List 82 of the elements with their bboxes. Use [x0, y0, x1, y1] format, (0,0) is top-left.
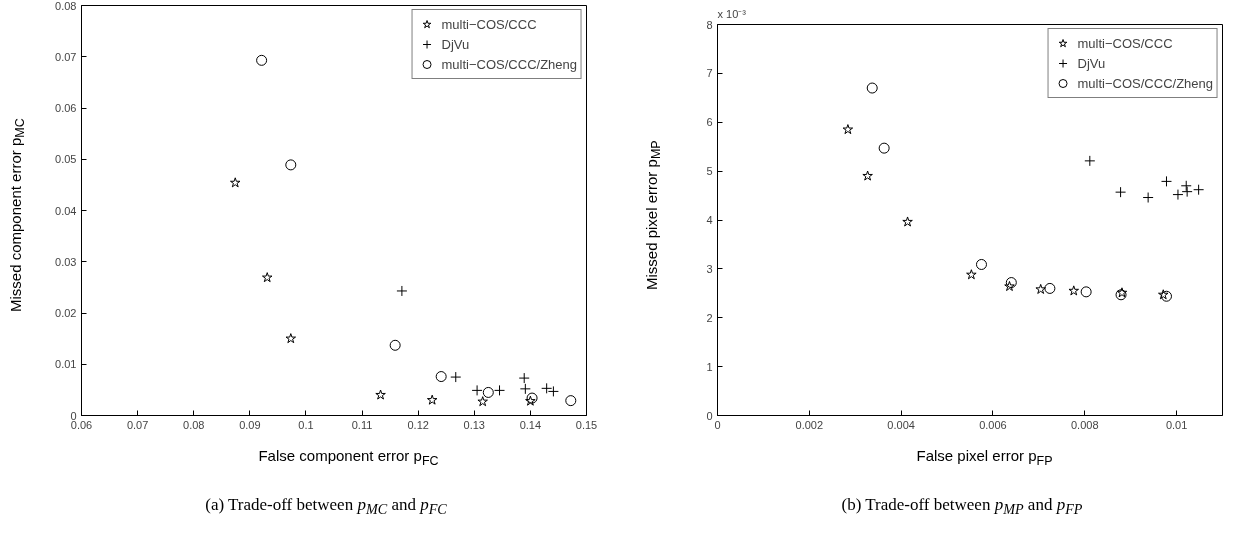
- point: [285, 333, 297, 344]
- x-tick-label: 0.01: [1165, 418, 1188, 431]
- point: [1080, 286, 1092, 298]
- x-tick-label: 0.11: [351, 418, 373, 431]
- point: [1193, 184, 1205, 196]
- y-tick-label: 0: [706, 409, 713, 422]
- y-tick-label: 7: [706, 67, 713, 80]
- y-tick-label: 3: [706, 262, 713, 275]
- y-tick-label: 0.08: [55, 0, 77, 12]
- point: [396, 285, 408, 297]
- x-axis-title: False pixel error p$_{FP}$: [916, 446, 1053, 470]
- y-tick-label: 0.01: [55, 358, 77, 371]
- point: [375, 389, 386, 400]
- x-tick-label: 0.008: [1071, 418, 1099, 431]
- point: [565, 395, 577, 407]
- y-tick-label: 0.02: [55, 307, 77, 319]
- legend-label: multi−COS/CCC: [441, 15, 537, 34]
- x-tick-label: 0.12: [407, 418, 429, 431]
- x-tick-label: 0.08: [183, 418, 205, 431]
- x-tick-label: 0.004: [887, 418, 915, 431]
- y-tick-label: 0.03: [55, 255, 77, 268]
- point: [1180, 180, 1192, 192]
- point: [285, 159, 297, 171]
- x-tick-label: 0: [714, 418, 721, 431]
- point: [878, 142, 890, 154]
- point: [1115, 186, 1127, 198]
- text: (a) Trade-off between p$_{MC}$ and p$_{FC}$: [205, 494, 447, 520]
- legend-label: multi−COS/CCC/Zheng: [441, 55, 577, 74]
- point: [261, 272, 273, 283]
- y-tick-label: 1: [706, 360, 713, 373]
- point: [1181, 186, 1193, 198]
- y-tick-label: 6: [706, 116, 713, 129]
- point: [541, 382, 553, 394]
- point: [494, 384, 506, 396]
- x-tick-label: 0.1: [298, 418, 314, 431]
- legend-label: multi−COS/CCC/Zheng: [1077, 74, 1213, 93]
- text: x 10⁻³: [717, 7, 747, 20]
- point: [519, 383, 531, 395]
- point: [1068, 285, 1080, 296]
- y-tick-label: 5: [706, 165, 713, 178]
- legend-label: multi−COS/CCC: [1077, 34, 1173, 53]
- point: [471, 384, 483, 396]
- x-axis-title: False component error p$_{FC}$: [258, 446, 439, 470]
- y-tick-label: 0.04: [55, 204, 77, 217]
- point: [866, 82, 878, 94]
- point: [1084, 155, 1096, 167]
- y-tick-label: 0.05: [55, 153, 77, 166]
- point: [547, 385, 559, 397]
- point: [1172, 189, 1184, 201]
- point: [256, 54, 268, 66]
- point: [902, 216, 913, 227]
- point: [450, 371, 462, 383]
- point: [229, 177, 241, 188]
- y-tick-label: 4: [706, 214, 713, 226]
- y-tick-label: 0.07: [55, 50, 77, 63]
- point: [1160, 175, 1172, 187]
- point: [518, 372, 530, 384]
- legend-label: DjVu: [441, 35, 470, 54]
- point: [482, 386, 494, 398]
- x-tick-label: 0.006: [979, 418, 1007, 431]
- point: [975, 258, 987, 270]
- x-tick-label: 0.002: [795, 418, 824, 431]
- y-tick-label: 8: [706, 18, 713, 31]
- point: [1035, 283, 1046, 294]
- point: [842, 124, 854, 135]
- x-tick-label: 0.14: [519, 418, 542, 431]
- x-tick-label: 0.07: [126, 418, 149, 431]
- point: [426, 394, 438, 405]
- x-tick-label: 0.15: [575, 418, 598, 431]
- point: [1142, 192, 1154, 204]
- x-tick-label: 0.13: [463, 418, 485, 431]
- y-tick-label: 0.06: [55, 102, 77, 114]
- y-tick-label: 2: [706, 311, 713, 324]
- point: [966, 269, 977, 280]
- point: [435, 371, 447, 383]
- x-tick-label: 0.09: [239, 418, 261, 431]
- legend-label: DjVu: [1077, 54, 1106, 73]
- point: [389, 339, 401, 351]
- point: [477, 396, 488, 407]
- text: (b) Trade-off between p$_{MP}$ and p$_{FP}$: [841, 494, 1083, 520]
- point: [862, 170, 873, 181]
- point: [1044, 282, 1056, 294]
